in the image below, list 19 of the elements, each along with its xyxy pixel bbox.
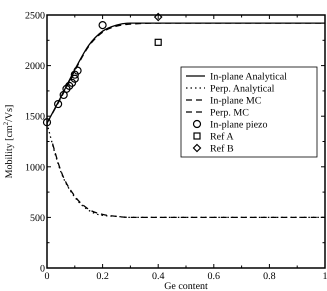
legend-label: Perp. MC (210, 108, 250, 118)
legend-label: In-plane MC (210, 96, 262, 106)
legend-label: Ref A (210, 132, 234, 142)
x-axis-title: Ge content (164, 281, 208, 291)
x-tick-label: 0.6 (208, 271, 220, 282)
y-tick-label: 1500 (25, 112, 45, 123)
legend-label: Ref B (210, 144, 234, 154)
legend-label: Perp. Analytical (210, 84, 275, 94)
x-tick-label: 0.2 (96, 271, 109, 282)
legend-label: In-plane piezo (210, 120, 268, 130)
y-tick-label: 2500 (25, 10, 45, 22)
y-tick-label: 500 (30, 212, 45, 224)
x-tick-label: 0.8 (263, 271, 276, 282)
legend-label: In-plane Analytical (210, 72, 288, 82)
x-tick-label: 1 (322, 271, 327, 282)
y-tick-label: 0 (40, 264, 45, 274)
y-tick-label: 1000 (25, 162, 45, 174)
y-tick-label: 2000 (25, 61, 45, 72)
x-tick-label: 0.4 (152, 271, 164, 282)
